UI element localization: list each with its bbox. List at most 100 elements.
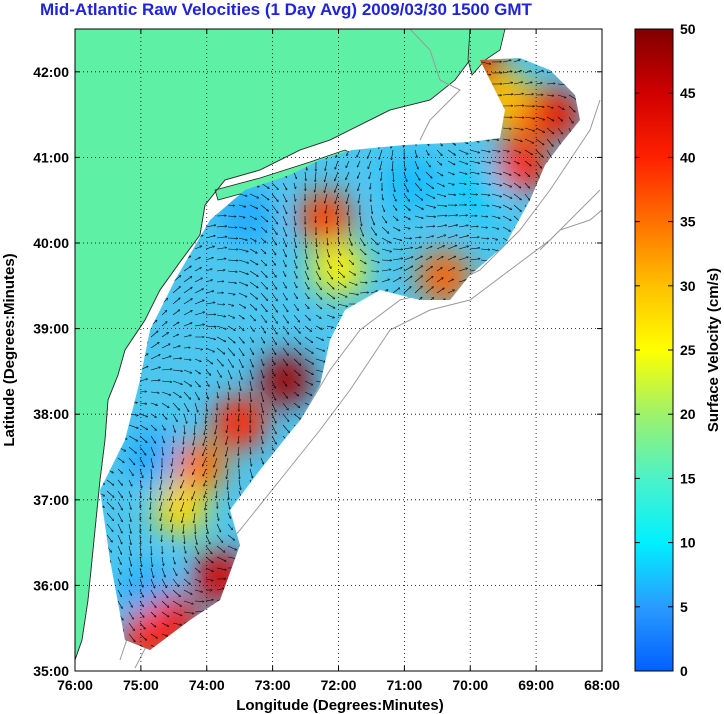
velocity-arrow — [403, 248, 413, 250]
velocity-arrow — [447, 225, 458, 228]
velocity-arrow — [205, 326, 216, 327]
velocity-arrow — [546, 116, 554, 121]
velocity-arrow — [293, 347, 301, 355]
velocity-arrow — [282, 314, 288, 323]
velocity-arrow — [271, 369, 275, 376]
velocity-arrow — [216, 259, 226, 261]
velocity-arrow — [458, 268, 468, 272]
velocity-arrow — [425, 204, 436, 208]
velocity-arrow — [282, 303, 288, 312]
velocity-arrow — [326, 314, 334, 318]
velocity-arrow — [524, 171, 530, 177]
velocity-arrow — [524, 182, 530, 188]
velocity-arrow — [392, 215, 398, 221]
velocity-arrow — [392, 277, 401, 283]
velocity-arrow — [227, 281, 236, 283]
velocity-arrow — [535, 149, 543, 157]
velocity-arrow — [282, 182, 287, 190]
velocity-arrow — [335, 193, 339, 204]
velocity-arrow — [513, 82, 523, 85]
velocity-arrow — [447, 182, 454, 185]
colorbar-tick-label: 50 — [680, 21, 696, 37]
velocity-arrow — [238, 215, 245, 218]
velocity-arrow — [305, 226, 306, 236]
velocity-arrow — [535, 160, 542, 168]
velocity-arrow — [150, 380, 160, 381]
velocity-arrow — [172, 310, 180, 316]
velocity-arrow — [271, 292, 277, 301]
velocity-arrow — [282, 259, 286, 267]
velocity-arrow — [391, 149, 394, 160]
velocity-arrow — [436, 204, 447, 206]
velocity-arrow — [403, 215, 410, 219]
velocity-arrow — [271, 281, 277, 289]
velocity-arrow — [238, 325, 244, 331]
velocity-arrow — [513, 60, 520, 63]
velocity-arrow — [348, 292, 358, 295]
velocity-arrow — [535, 116, 545, 120]
velocity-arrow — [546, 127, 554, 134]
velocity-arrow — [348, 204, 350, 215]
velocity-arrow — [392, 258, 403, 261]
velocity-arrow — [304, 369, 313, 375]
velocity-arrow — [304, 259, 308, 269]
velocity-arrow — [502, 83, 513, 85]
velocity-arrow — [227, 347, 235, 356]
velocity-arrow — [205, 291, 214, 294]
velocity-hotspot — [529, 88, 580, 141]
velocity-arrow — [216, 336, 226, 342]
velocity-arrow — [392, 182, 395, 192]
colorbar-tick-label: 45 — [680, 85, 696, 101]
velocity-arrow — [260, 325, 266, 333]
velocity-arrow — [425, 182, 434, 189]
velocity-arrow — [183, 299, 192, 305]
velocity-arrow — [502, 160, 510, 163]
velocity-arrow — [480, 193, 490, 195]
velocity-arrow — [414, 193, 423, 200]
velocity-arrow — [216, 281, 224, 282]
velocity-arrow — [249, 303, 257, 310]
velocity-arrow — [502, 215, 511, 221]
velocity-arrow — [491, 193, 502, 197]
shelf-contour-3 — [539, 209, 602, 251]
velocity-arrow — [392, 204, 397, 210]
velocity-arrow — [326, 292, 335, 299]
velocity-arrow — [326, 270, 333, 279]
velocity-arrow — [172, 380, 182, 384]
velocity-arrow — [392, 193, 396, 201]
velocity-arrow — [568, 116, 573, 123]
x-tick-label: 74:00 — [189, 677, 225, 693]
velocity-arrow — [260, 314, 267, 323]
velocity-arrow — [315, 270, 321, 280]
velocity-arrow — [447, 290, 455, 294]
velocity-arrow — [425, 257, 432, 261]
velocity-arrow — [260, 336, 265, 343]
velocity-arrow — [172, 298, 180, 305]
velocity-arrow — [315, 292, 322, 299]
velocity-arrow — [381, 270, 391, 272]
velocity-arrow — [381, 171, 383, 181]
velocity-arrow — [282, 226, 287, 236]
colorbar-tick-label: 40 — [680, 149, 696, 165]
velocity-arrow — [194, 268, 201, 272]
velocity-arrow — [370, 226, 377, 235]
velocity-arrow — [249, 226, 256, 230]
velocity-arrow — [227, 303, 234, 306]
velocity-arrow — [205, 269, 212, 272]
velocity-arrow — [282, 380, 287, 386]
velocity-arrow — [469, 248, 480, 250]
velocity-arrow — [337, 248, 341, 255]
velocity-arrow — [172, 346, 180, 349]
velocity-arrow — [161, 369, 172, 370]
velocity-arrow — [282, 281, 286, 288]
velocity-arrow — [480, 160, 491, 163]
velocity-arrow — [238, 314, 244, 319]
velocity-arrow — [436, 160, 442, 165]
velocity-arrow — [436, 257, 443, 261]
velocity-arrow — [238, 369, 242, 380]
velocity-arrow — [535, 127, 545, 133]
velocity-arrow — [238, 336, 244, 343]
velocity-arrow — [293, 215, 296, 225]
velocity-arrow — [326, 248, 329, 257]
colorbar-tick-label: 30 — [680, 278, 696, 294]
